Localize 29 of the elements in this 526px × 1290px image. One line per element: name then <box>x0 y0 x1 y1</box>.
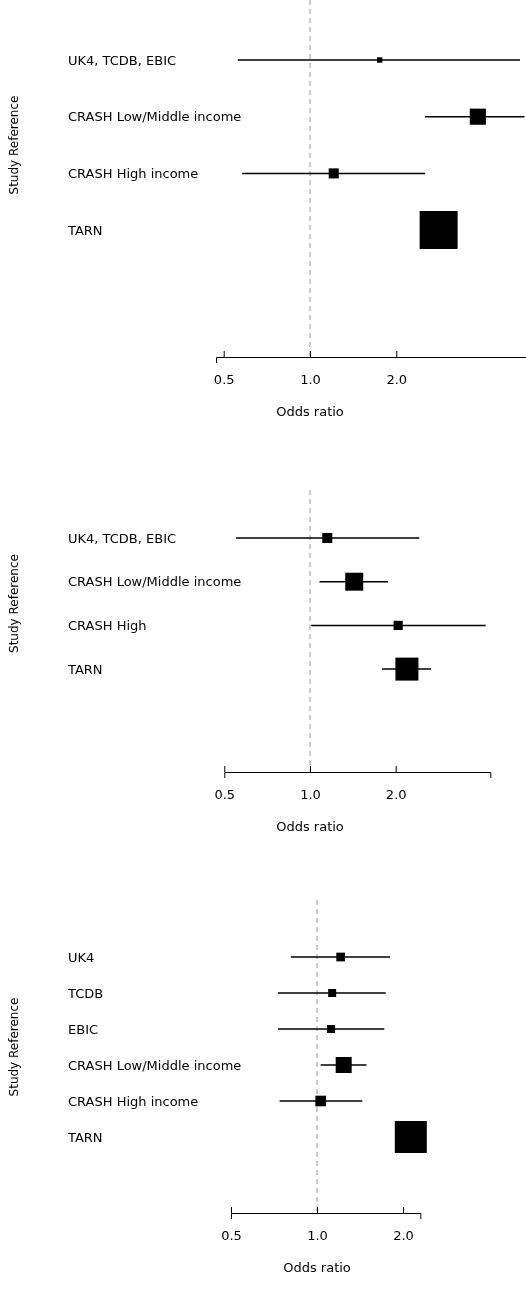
x-tick-label: 1.0 <box>300 787 321 803</box>
x-tick-label: 2.0 <box>393 1228 414 1244</box>
y-tick-label: TARN <box>67 222 103 238</box>
y-tick-label: CRASH High income <box>68 165 199 181</box>
x-tick-label: 2.0 <box>386 372 408 388</box>
y-axis-title: Study Reference <box>7 997 21 1097</box>
y-tick-label: TARN <box>67 1129 103 1145</box>
y-axis-title: Study Reference <box>7 554 21 653</box>
x-tick-label: 0.5 <box>213 372 235 388</box>
x-tick-label: 0.5 <box>221 1228 242 1244</box>
x-tick-label: 1.0 <box>307 1228 328 1244</box>
y-tick-label: TARN <box>67 661 103 677</box>
x-tick-label: 2.0 <box>385 787 407 803</box>
y-tick-label: CRASH High <box>68 617 147 633</box>
y-tick-label: UK4 <box>68 949 95 965</box>
x-tick-label: 1.0 <box>300 372 321 388</box>
x-axis-title: Odds ratio <box>276 404 344 419</box>
y-tick-label: CRASH High income <box>68 1093 199 1109</box>
y-axis-title: Study Reference <box>7 95 21 195</box>
y-tick-label: UK4, TCDB, EBIC <box>68 530 177 546</box>
y-tick-label: CRASH Low/Middle income <box>68 1057 242 1073</box>
y-tick-label: EBIC <box>68 1021 99 1037</box>
y-tick-label: UK4, TCDB, EBIC <box>68 52 177 68</box>
y-tick-label: TCDB <box>67 985 104 1001</box>
x-axis-title: Odds ratio <box>276 819 344 834</box>
x-axis-title: Odds ratio <box>283 1260 351 1275</box>
y-tick-label: CRASH Low/Middle income <box>68 574 242 590</box>
y-tick-label: CRASH Low/Middle income <box>68 109 242 125</box>
x-tick-label: 0.5 <box>214 787 236 803</box>
